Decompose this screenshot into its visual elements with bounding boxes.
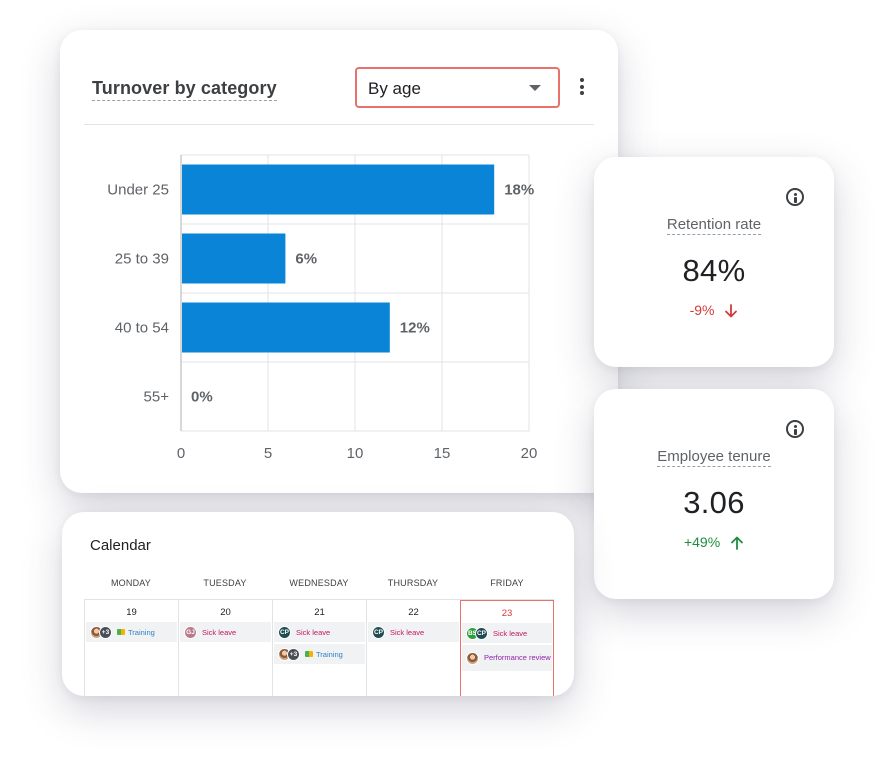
data-label: 6% — [295, 251, 317, 268]
avatar: +3 — [287, 647, 300, 661]
turnover-bar-chart: 0 5 10 15 20 Under 25 18% 25 to 39 6% 40 to 54 12%… — [107, 154, 538, 462]
x-tick-label: 15 — [434, 445, 451, 462]
info-icon[interactable] — [786, 188, 804, 206]
weekday-label: WEDNESDAY — [289, 578, 349, 588]
x-tick-label: 0 — [177, 445, 185, 462]
event-label: Sick leave — [493, 628, 528, 638]
weekday-label: TUESDAY — [203, 578, 247, 588]
category-label: Under 25 — [107, 182, 169, 199]
calendar-event-sick[interactable]: CP Sick leave — [368, 622, 459, 642]
calendar-event-training[interactable]: +3 Training — [86, 622, 177, 642]
bar-under-25 — [182, 164, 495, 215]
calendar-day-friday[interactable]: 23 BS CP Sick leave Performance review — [460, 600, 554, 696]
kpi-delta-value: -9% — [689, 302, 715, 318]
kpi-label: Retention rate — [666, 216, 762, 235]
calendar-event-sick[interactable]: CP Sick leave — [274, 622, 365, 642]
calendar-event-sick[interactable]: GJ Sick leave — [180, 622, 271, 642]
avatar: CP — [278, 625, 291, 639]
category-label: 25 to 39 — [115, 251, 169, 268]
event-label: Training — [128, 627, 155, 637]
arrow-down-icon — [725, 304, 738, 318]
calendar-event-training[interactable]: +3 Training — [274, 644, 365, 664]
calendar-day-monday[interactable]: 19 +3 Training — [84, 600, 178, 696]
calendar-event-perf[interactable]: Performance review — [462, 645, 552, 671]
avatar: +3 — [99, 625, 112, 639]
calendar-weekday-header: MONDAY TUESDAY WEDNESDAY THURSDAY FRIDAY — [84, 578, 554, 599]
turnover-title[interactable]: Turnover by category — [92, 78, 277, 101]
books-icon — [117, 629, 125, 635]
calendar-title: Calendar — [90, 537, 151, 554]
calendar-date: 23 — [501, 608, 513, 619]
kpi-label: Employee tenure — [657, 448, 771, 467]
calendar-date: 19 — [126, 607, 137, 618]
employee-tenure-card: Employee tenure 3.06 +49% — [594, 389, 834, 599]
event-label: Sick leave — [202, 627, 237, 637]
info-icon[interactable] — [786, 420, 804, 438]
kpi-delta: -9% — [594, 302, 834, 318]
books-icon — [305, 651, 313, 657]
dropdown-value: By age — [368, 79, 421, 98]
bar-40-to-54 — [182, 302, 390, 353]
arrow-up-icon — [731, 536, 743, 551]
event-label: Training — [316, 649, 343, 659]
event-label: Sick leave — [390, 627, 425, 637]
x-tick-label: 10 — [347, 445, 364, 462]
bar-25-to-39 — [182, 233, 286, 284]
more-options-icon[interactable] — [576, 78, 588, 98]
calendar-day-tuesday[interactable]: 20 GJ Sick leave — [178, 600, 272, 696]
category-label: 40 to 54 — [115, 320, 169, 337]
calendar-date: 22 — [408, 607, 419, 618]
retention-rate-card: Retention rate 84% -9% — [594, 157, 834, 367]
weekday-label: FRIDAY — [490, 578, 524, 588]
kpi-delta-value: +49% — [683, 534, 721, 550]
calendar-event-sick[interactable]: BS CP Sick leave — [462, 623, 552, 643]
category-label: 55+ — [144, 389, 170, 406]
calendar-date: 21 — [314, 607, 325, 618]
event-label: Performance review — [484, 652, 551, 662]
divider — [84, 124, 594, 125]
data-label: 18% — [504, 182, 534, 199]
avatar-photo — [466, 651, 479, 665]
avatar: GJ — [184, 625, 197, 639]
kpi-delta: +49% — [594, 534, 834, 551]
calendar-week: 19 +3 Training 20 GJ Sick leave 21 CP Sick leave… — [84, 599, 554, 696]
x-tick-label: 20 — [521, 445, 538, 462]
calendar-grid: MONDAY TUESDAY WEDNESDAY THURSDAY FRIDAY 19 +… — [84, 578, 554, 696]
event-label: Sick leave — [296, 627, 331, 637]
data-label: 12% — [400, 320, 430, 337]
turnover-card: Turnover by category By age 0 5 10 15 20 Unde… — [60, 30, 618, 493]
calendar-card: Calendar MONDAY TUESDAY WEDNESDAY THURSDAY F… — [62, 512, 574, 696]
chevron-down-icon — [529, 85, 541, 91]
data-label: 0% — [191, 389, 213, 406]
weekday-label: MONDAY — [110, 578, 152, 588]
calendar-day-wednesday[interactable]: 21 CP Sick leave +3 Training — [272, 600, 366, 696]
calendar-day-thursday[interactable]: 22 CP Sick leave — [366, 600, 460, 696]
category-dropdown[interactable]: By age — [355, 67, 560, 108]
kpi-value: 84% — [682, 253, 746, 288]
weekday-label: THURSDAY — [387, 578, 439, 588]
avatar: CP — [372, 625, 385, 639]
calendar-date: 20 — [220, 607, 231, 618]
x-tick-label: 5 — [264, 445, 272, 462]
avatar: CP — [475, 626, 488, 640]
kpi-value: 3.06 — [683, 485, 745, 520]
